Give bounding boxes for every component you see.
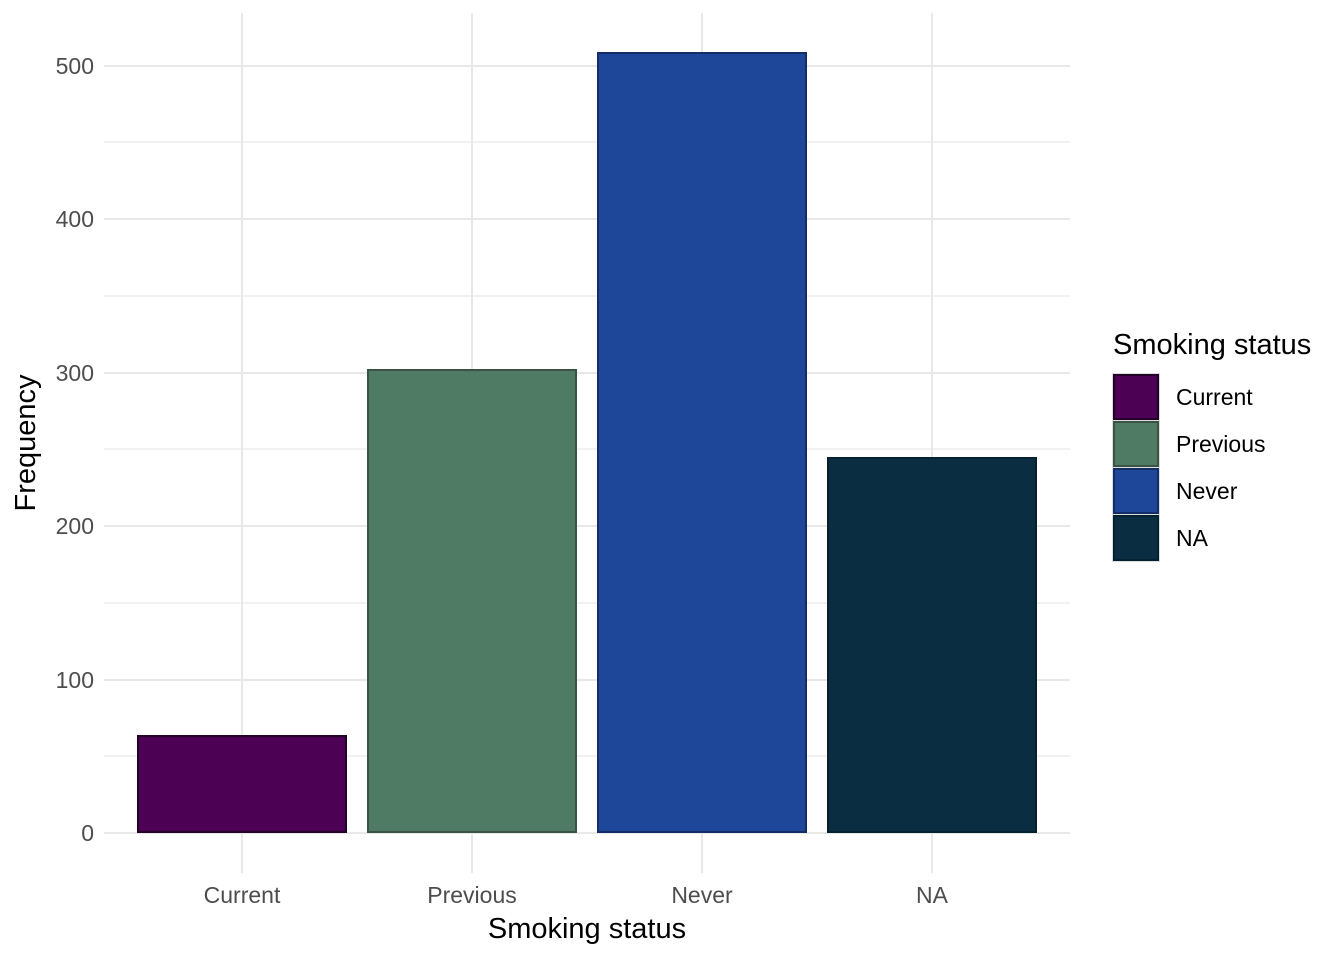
x-tick-label-never: Never — [671, 882, 733, 908]
legend-key-previous — [1113, 421, 1159, 467]
bar-never — [597, 51, 807, 833]
bar-na — [827, 456, 1037, 833]
gridline-minor-y-150 — [104, 601, 1070, 604]
gridline-x-current — [241, 13, 243, 873]
gridline-x-na — [931, 13, 933, 873]
x-axis-title: Smoking status — [487, 913, 687, 945]
legend-key-never — [1113, 468, 1159, 514]
gridline-minor-y-350 — [104, 294, 1070, 297]
x-tick-label-na: NA — [916, 882, 948, 908]
legend-items: Current Previous Never NA — [1113, 374, 1311, 561]
gridline-major-y-0 — [104, 832, 1070, 834]
x-tick-label-current: Current — [203, 882, 281, 908]
gridline-major-y-400 — [104, 218, 1070, 220]
legend-label-never: Never — [1176, 478, 1238, 504]
gridline-minor-y-250 — [104, 448, 1070, 451]
x-tick-label-previous: Previous — [427, 882, 517, 908]
y-tick-label-200: 200 — [55, 513, 94, 539]
gridline-major-y-300 — [104, 371, 1070, 374]
legend-key-na — [1113, 515, 1159, 561]
gridline-minor-y-450 — [104, 141, 1070, 144]
gridline-major-y-100 — [104, 678, 1070, 681]
y-tick-label-500: 500 — [55, 52, 94, 79]
y-tick-label-0: 0 — [81, 820, 94, 846]
legend-item-current: Current — [1113, 374, 1311, 420]
gridline-major-y-200 — [104, 525, 1070, 527]
plot-panel — [104, 13, 1070, 873]
gridline-minor-y-50 — [104, 755, 1070, 758]
y-tick-label-400: 400 — [55, 206, 94, 232]
legend-label-na: NA — [1176, 525, 1208, 551]
y-tick-label-100: 100 — [55, 666, 94, 693]
gridline-major-y-500 — [104, 64, 1070, 67]
bar-previous — [367, 369, 577, 833]
legend-label-previous: Previous — [1176, 431, 1266, 457]
legend-item-never: Never — [1113, 468, 1311, 514]
bar-current — [137, 734, 347, 833]
legend-title: Smoking status — [1113, 329, 1312, 361]
legend: Smoking status Current Previous Never NA — [1113, 328, 1311, 562]
y-axis-title: Frequency — [10, 374, 42, 512]
y-tick-label-300: 300 — [55, 359, 94, 386]
legend-item-previous: Previous — [1113, 421, 1311, 467]
legend-item-na: NA — [1113, 515, 1311, 561]
legend-key-current — [1113, 374, 1159, 420]
legend-label-current: Current — [1176, 384, 1253, 410]
